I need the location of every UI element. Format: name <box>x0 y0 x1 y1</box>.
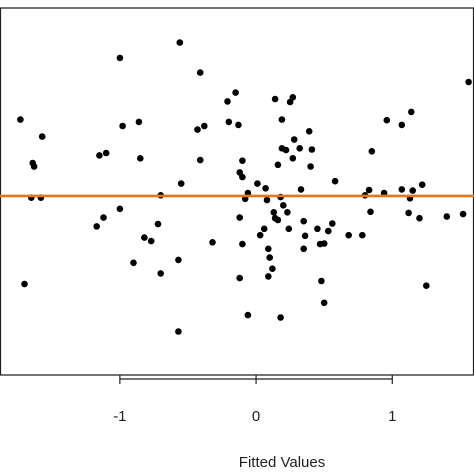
data-point-77 <box>305 128 313 135</box>
data-point-5 <box>38 133 46 140</box>
data-point-11 <box>135 118 143 126</box>
data-point-64 <box>271 95 279 103</box>
data-point-72 <box>300 217 308 225</box>
data-point-19 <box>157 270 164 277</box>
data-point-8 <box>96 152 103 159</box>
data-point-35 <box>239 157 246 164</box>
data-point-21 <box>176 39 184 46</box>
data-point-93 <box>383 116 391 124</box>
data-point-82 <box>320 299 328 307</box>
data-point-9 <box>116 54 124 62</box>
data-point-6 <box>21 280 28 288</box>
data-point-102 <box>423 282 430 290</box>
data-point-13 <box>100 214 107 221</box>
data-point-27 <box>196 156 204 164</box>
data-point-55 <box>274 216 282 224</box>
data-point-32 <box>225 118 233 126</box>
data-point-84 <box>329 220 336 227</box>
data-point-7 <box>102 149 110 157</box>
data-point-31 <box>224 98 231 105</box>
data-point-66 <box>290 136 298 143</box>
data-point-49 <box>265 245 272 253</box>
data-point-103 <box>443 213 451 220</box>
data-point-59 <box>285 225 293 233</box>
data-point-26 <box>196 69 204 76</box>
data-point-15 <box>116 205 124 213</box>
x-axis: -1 0 1 <box>113 375 396 425</box>
data-point-105 <box>465 78 472 86</box>
data-point-45 <box>262 185 269 192</box>
data-point-99 <box>409 187 417 194</box>
data-point-2 <box>30 163 38 170</box>
data-point-14 <box>93 223 100 230</box>
data-point-74 <box>300 245 308 253</box>
data-point-28 <box>194 126 201 133</box>
data-point-71 <box>297 186 305 193</box>
data-point-67 <box>289 94 297 101</box>
plot-area <box>0 7 474 376</box>
data-point-81 <box>318 277 325 285</box>
data-point-68 <box>282 146 290 154</box>
data-point-30 <box>209 239 216 246</box>
data-point-95 <box>398 186 406 193</box>
data-point-18 <box>130 259 137 267</box>
data-point-76 <box>308 146 316 153</box>
data-point-10 <box>119 122 126 130</box>
data-point-80 <box>320 240 328 247</box>
data-point-89 <box>365 186 373 194</box>
data-point-85 <box>331 177 339 185</box>
data-point-101 <box>418 181 426 188</box>
data-point-48 <box>260 225 268 233</box>
data-point-97 <box>405 209 412 217</box>
data-point-33 <box>232 89 239 96</box>
data-point-25 <box>154 220 162 228</box>
data-point-70 <box>296 145 304 152</box>
data-point-29 <box>201 122 208 130</box>
data-point-63 <box>278 116 286 123</box>
data-point-52 <box>265 273 272 280</box>
data-point-57 <box>280 202 287 209</box>
data-point-94 <box>398 121 406 129</box>
data-point-98 <box>408 108 415 116</box>
data-point-60 <box>277 314 284 321</box>
data-point-23 <box>175 256 182 264</box>
data-point-58 <box>284 209 291 216</box>
data-point-73 <box>301 232 309 240</box>
data-point-47 <box>256 231 264 239</box>
data-point-50 <box>266 254 274 261</box>
data-point-34 <box>235 121 242 129</box>
x-tick-label-2: 1 <box>388 408 396 425</box>
data-point-104 <box>459 210 467 218</box>
data-point-61 <box>274 161 282 169</box>
x-tick-label-0: -1 <box>113 408 126 425</box>
data-point-41 <box>244 311 252 319</box>
data-point-39 <box>239 240 246 248</box>
data-point-90 <box>367 208 374 216</box>
data-point-100 <box>416 214 423 222</box>
data-point-17 <box>147 237 155 245</box>
data-point-37 <box>239 173 246 181</box>
data-point-44 <box>254 180 261 187</box>
data-point-75 <box>307 163 314 170</box>
x-axis-label: Fitted Values <box>239 454 325 471</box>
data-point-53 <box>270 209 278 216</box>
data-point-16 <box>141 234 148 241</box>
data-point-38 <box>236 214 243 221</box>
data-point-86 <box>345 231 353 239</box>
data-point-83 <box>325 227 332 235</box>
data-point-0 <box>17 116 24 123</box>
data-point-40 <box>236 274 243 282</box>
data-point-46 <box>263 196 271 204</box>
data-points <box>17 39 472 335</box>
data-point-51 <box>269 265 276 273</box>
data-point-87 <box>359 231 366 239</box>
x-tick-label-1: 0 <box>252 408 260 425</box>
data-point-91 <box>368 148 376 155</box>
data-point-24 <box>175 328 182 335</box>
data-point-22 <box>177 180 185 187</box>
data-point-78 <box>314 225 321 233</box>
data-point-12 <box>137 155 144 162</box>
data-point-69 <box>289 155 297 162</box>
